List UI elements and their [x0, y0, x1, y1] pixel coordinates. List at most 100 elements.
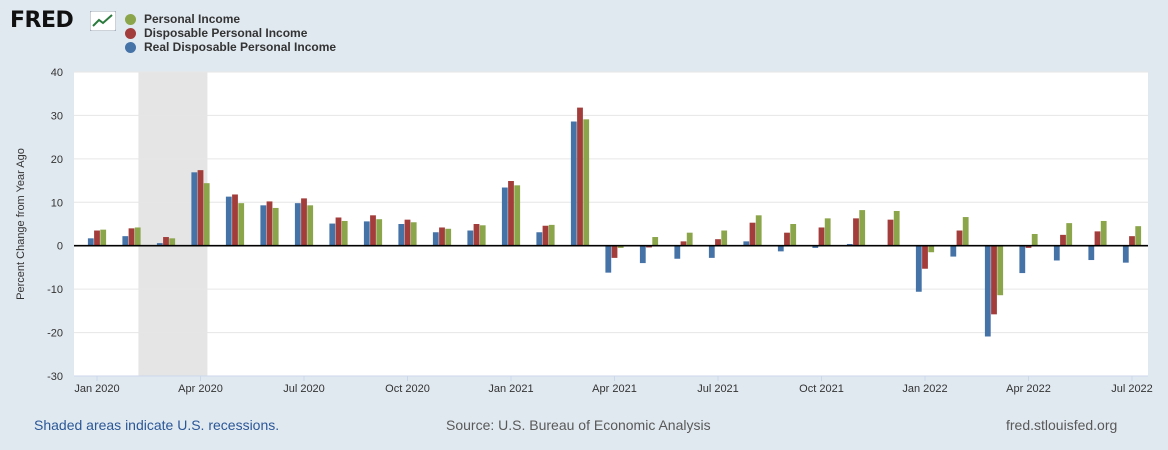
bar[interactable]	[1088, 245, 1095, 261]
bar[interactable]	[225, 196, 232, 246]
bar[interactable]	[1060, 234, 1066, 246]
site-link[interactable]: fred.stlouisfed.org	[1006, 417, 1118, 433]
bar[interactable]	[1019, 245, 1026, 274]
bar[interactable]	[156, 243, 163, 246]
bar[interactable]	[548, 224, 555, 246]
bar[interactable]	[570, 121, 577, 246]
bar[interactable]	[743, 241, 750, 246]
bar[interactable]	[755, 215, 762, 246]
bar[interactable]	[928, 245, 935, 253]
bar[interactable]	[824, 218, 831, 246]
bar[interactable]	[1053, 245, 1060, 261]
bar[interactable]	[639, 245, 646, 264]
bar[interactable]	[1129, 236, 1135, 246]
bar[interactable]	[1066, 223, 1073, 246]
bar[interactable]	[893, 210, 900, 246]
bar[interactable]	[301, 198, 307, 246]
fred-logo[interactable]: FRED	[10, 8, 74, 33]
bar[interactable]	[646, 245, 652, 248]
legend-item-real-disposable-personal-income[interactable]: Real Disposable Personal Income	[125, 40, 336, 54]
bar[interactable]	[329, 223, 336, 246]
bar[interactable]	[335, 217, 342, 246]
bar[interactable]	[307, 205, 314, 246]
bar[interactable]	[1100, 220, 1107, 246]
bar[interactable]	[404, 219, 411, 246]
bar[interactable]	[997, 245, 1004, 296]
bar[interactable]	[87, 238, 94, 246]
bar[interactable]	[398, 224, 405, 246]
bar[interactable]	[191, 172, 198, 246]
bar[interactable]	[1094, 231, 1101, 246]
bar[interactable]	[467, 230, 474, 246]
bar[interactable]	[1031, 233, 1038, 246]
bar[interactable]	[611, 245, 618, 258]
bar[interactable]	[605, 245, 612, 273]
bar[interactable]	[473, 224, 480, 246]
bar[interactable]	[479, 225, 486, 246]
bar[interactable]	[536, 232, 543, 246]
bar[interactable]	[100, 229, 107, 246]
bar[interactable]	[887, 219, 894, 246]
bar[interactable]	[915, 245, 922, 292]
recession-note-link[interactable]: Shaded areas indicate U.S. recessions.	[34, 417, 280, 433]
bar[interactable]	[1135, 226, 1142, 246]
legend-item-personal-income[interactable]: Personal Income	[125, 12, 336, 26]
legend-swatch	[125, 13, 136, 25]
bar[interactable]	[232, 194, 238, 246]
bar[interactable]	[197, 170, 204, 246]
bar[interactable]	[956, 230, 963, 246]
bar[interactable]	[508, 181, 514, 246]
bar[interactable]	[984, 245, 991, 337]
bar[interactable]	[542, 225, 549, 246]
bar[interactable]	[1025, 245, 1032, 248]
bar[interactable]	[721, 230, 728, 246]
legend-item-disposable-personal-income[interactable]: Disposable Personal Income	[125, 26, 336, 40]
bar[interactable]	[577, 107, 583, 246]
bar[interactable]	[962, 217, 969, 246]
bar[interactable]	[790, 224, 797, 246]
bar[interactable]	[652, 237, 659, 246]
bar[interactable]	[163, 237, 169, 246]
bar[interactable]	[859, 210, 866, 246]
bar[interactable]	[777, 245, 784, 252]
bar[interactable]	[370, 215, 376, 246]
bar[interactable]	[203, 183, 210, 246]
bar[interactable]	[169, 238, 176, 246]
bar[interactable]	[128, 228, 135, 246]
bar[interactable]	[260, 205, 267, 246]
bar[interactable]	[674, 245, 681, 259]
bar[interactable]	[501, 187, 508, 246]
bar[interactable]	[1122, 245, 1129, 263]
bar[interactable]	[445, 228, 452, 246]
bar[interactable]	[686, 232, 693, 246]
bar[interactable]	[784, 232, 790, 246]
bar[interactable]	[363, 221, 370, 246]
bar[interactable]	[122, 236, 129, 246]
bar[interactable]	[266, 201, 273, 246]
bar[interactable]	[950, 245, 957, 257]
bar[interactable]	[853, 218, 859, 246]
bar[interactable]	[617, 245, 624, 248]
bar[interactable]	[294, 203, 301, 246]
bar[interactable]	[432, 232, 439, 246]
bar[interactable]	[376, 219, 383, 246]
bar[interactable]	[341, 220, 348, 246]
bar[interactable]	[439, 227, 445, 246]
bar[interactable]	[991, 245, 997, 315]
bar[interactable]	[715, 239, 721, 246]
bar[interactable]	[749, 222, 756, 246]
bar[interactable]	[583, 119, 590, 246]
bar[interactable]	[514, 185, 521, 246]
source-text: Source: U.S. Bureau of Economic Analysis	[446, 417, 711, 433]
bar[interactable]	[238, 203, 245, 246]
bar[interactable]	[846, 243, 853, 246]
bar[interactable]	[272, 207, 279, 246]
bar[interactable]	[922, 245, 928, 269]
bar[interactable]	[818, 227, 825, 246]
bar[interactable]	[708, 245, 715, 258]
bar[interactable]	[812, 245, 819, 248]
bar[interactable]	[94, 230, 100, 246]
bar[interactable]	[680, 241, 687, 246]
bar[interactable]	[410, 222, 417, 246]
bar[interactable]	[134, 227, 141, 246]
